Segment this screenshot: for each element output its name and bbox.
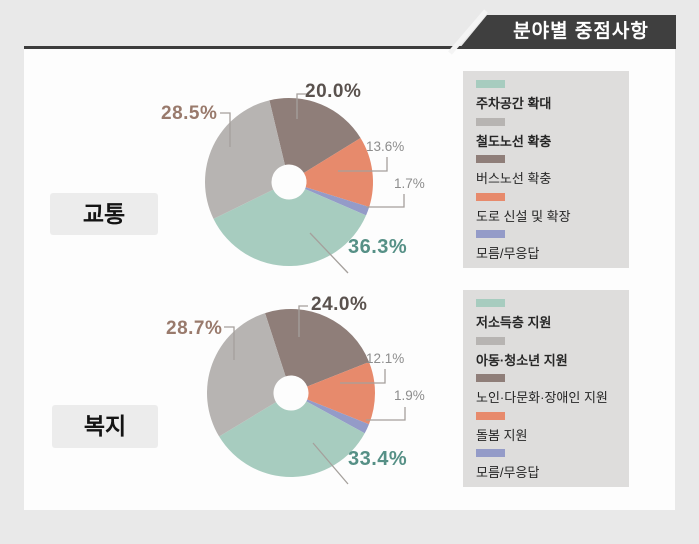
page-title: 분야별 중점사항 — [513, 21, 649, 42]
banner-ribbon — [459, 15, 676, 49]
category-label-welfare: 복지 — [52, 405, 158, 448]
legend-swatch-orange — [476, 192, 505, 201]
legend-swatch-orange — [476, 411, 505, 420]
legend-label: 도로 신설 및 확장 — [476, 208, 571, 224]
legend-item: 돌봄 지원 — [476, 411, 629, 450]
pct-welfare-youth: 28.7% — [166, 318, 223, 339]
pie-slice-2 — [269, 97, 361, 173]
legend-swatch-gray — [476, 117, 505, 126]
legend-item: 모름/무응답 — [476, 449, 629, 487]
legend-label: 주차공간 확대 — [476, 96, 552, 111]
legend-item: 주차공간 확대 — [476, 80, 629, 118]
legend-item: 철도노선 확충 — [476, 117, 629, 156]
pct-welfare-none: 1.9% — [394, 388, 425, 403]
legend-item: 도로 신설 및 확장 — [476, 192, 629, 231]
legend-label: 버스노선 확충 — [476, 171, 552, 187]
pct-traffic-bus: 20.0% — [305, 81, 362, 102]
legend-swatch-brown — [476, 374, 505, 383]
panel-top-border — [24, 46, 675, 49]
legend-swatch-teal — [476, 80, 505, 88]
legend-welfare: 저소득층 지원 아동·청소년 지원 노인·다문화·장애인 지원 돌봄 지원 모름… — [463, 290, 629, 487]
pie-slice-4 — [305, 187, 370, 216]
legend-item: 버스노선 확충 — [476, 155, 629, 193]
legend-item: 아동·청소년 지원 — [476, 336, 629, 375]
legend-label: 저소득층 지원 — [476, 315, 552, 330]
pct-traffic-none: 1.7% — [394, 176, 425, 191]
pct-welfare-lowincome: 33.4% — [348, 448, 408, 470]
legend-swatch-brown — [476, 155, 505, 164]
legend-item: 모름/무응답 — [476, 230, 629, 268]
legend-item: 노인·다문화·장애인 지원 — [476, 374, 629, 412]
banner-gap-line — [448, 9, 488, 55]
category-label-traffic: 교통 — [50, 193, 158, 235]
pie-slice-2 — [265, 308, 370, 387]
legend-label: 철도노선 확충 — [476, 133, 552, 149]
title-banner-shape — [448, 9, 676, 55]
legend-swatch-purple — [476, 449, 505, 458]
legend-label: 모름/무응답 — [476, 465, 540, 481]
pct-traffic-rail: 28.5% — [161, 103, 218, 124]
legend-label: 아동·청소년 지원 — [476, 352, 568, 368]
pie-slice-4 — [306, 399, 369, 434]
legend-label: 노인·다문화·장애인 지원 — [476, 390, 608, 406]
legend-label: 모름/무응답 — [476, 246, 540, 262]
legend-swatch-gray — [476, 336, 505, 345]
legend-label: 돌봄 지원 — [476, 427, 528, 443]
legend-item: 저소득층 지원 — [476, 299, 629, 337]
pct-welfare-care: 12.1% — [366, 351, 405, 366]
legend-swatch-teal — [476, 299, 505, 307]
pct-traffic-parking: 36.3% — [348, 236, 408, 258]
pie-slice-3 — [303, 138, 373, 208]
legend-traffic: 주차공간 확대 철도노선 확충 버스노선 확충 도로 신설 및 확장 모름/무응… — [463, 71, 629, 268]
legend-swatch-purple — [476, 230, 505, 239]
pct-traffic-road: 13.6% — [366, 139, 405, 154]
pct-welfare-elderly: 24.0% — [311, 294, 368, 315]
